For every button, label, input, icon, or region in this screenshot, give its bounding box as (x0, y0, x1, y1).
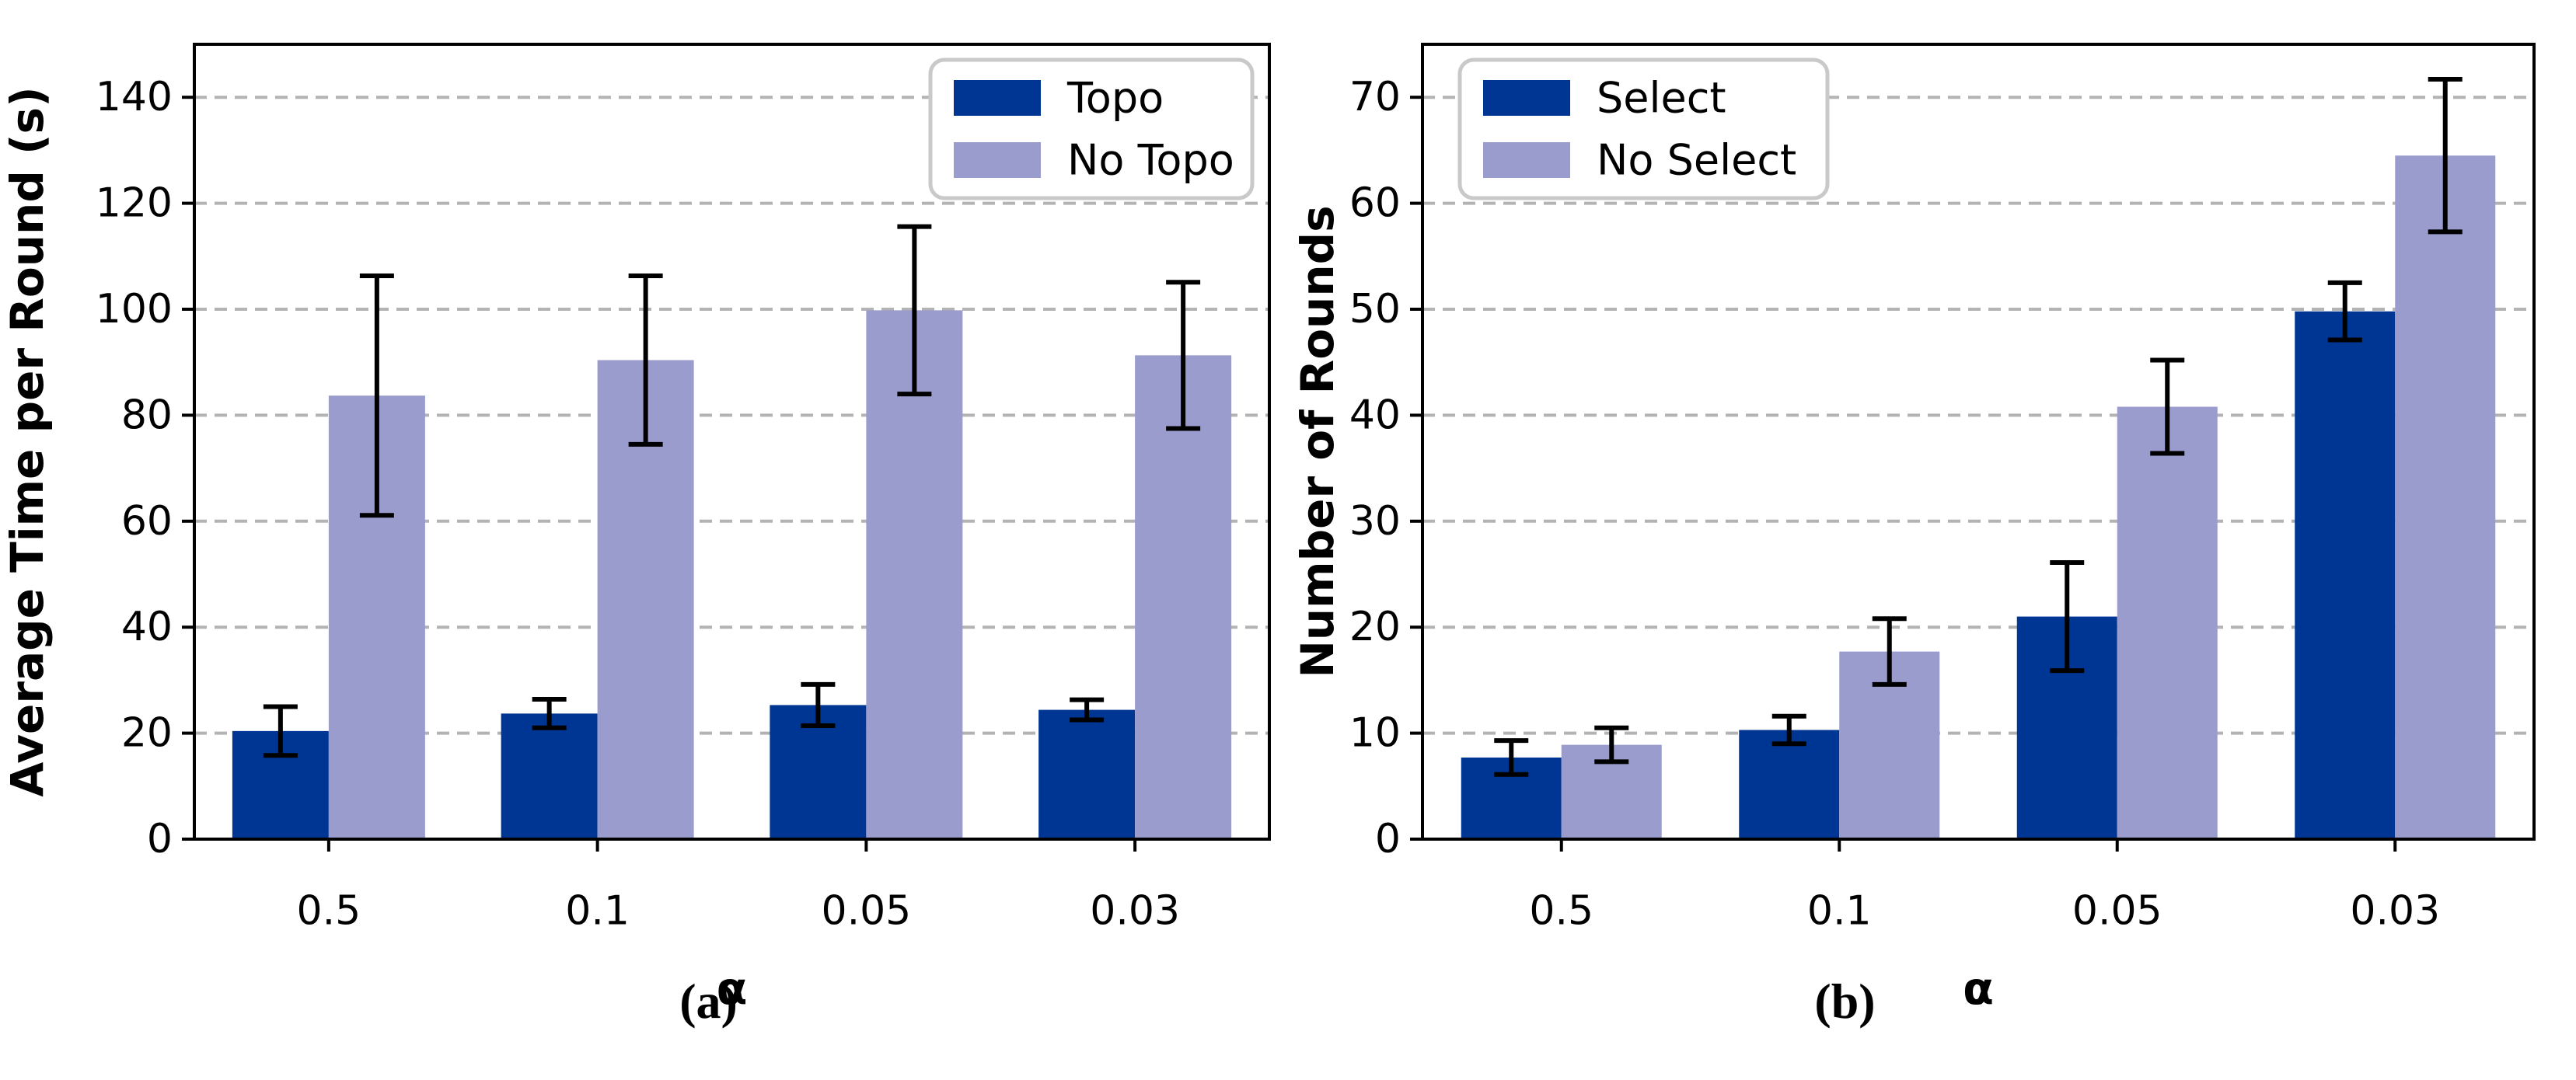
y-tick-label: 100 (96, 286, 173, 333)
y-axis-label: Average Time per Round (s) (1, 86, 54, 796)
error-bar-select-0.5 (1494, 738, 1529, 777)
legend-swatch-no-topo (954, 142, 1041, 178)
error-bar-topo-0.1 (532, 696, 567, 730)
bar-no-select-0.05 (2117, 406, 2218, 839)
error-bar-select-0.05 (2050, 559, 2085, 674)
x-tick-label: 0.1 (565, 888, 630, 935)
error-bar-no-topo-0.05 (897, 224, 932, 397)
y-tick-label: 40 (1349, 392, 1401, 438)
x-tick-label: 0.5 (297, 888, 361, 935)
x-axis-label: α (1963, 962, 1994, 1015)
error-bar-no-topo-0.1 (628, 273, 663, 447)
y-axis-label: Number of Rounds (1291, 205, 1344, 678)
caption-b: (b) (1814, 974, 1876, 1029)
y-tick-label: 60 (121, 498, 173, 545)
error-bar-no-topo-0.03 (1166, 280, 1201, 431)
x-tick-label: 0.03 (2350, 888, 2440, 935)
legend: Topo No Topo (928, 57, 1255, 200)
bar-topo-0.1 (501, 713, 598, 839)
bar-select-0.03 (2295, 311, 2396, 839)
error-bar-no-select-0.5 (1594, 725, 1629, 765)
legend: Select No Select (1457, 57, 1830, 200)
chart-svg: 0 10 20 30 40 50 60 70 0.5 0.1 0.05 0.03 Number of R… (1291, 43, 2536, 1015)
x-tick-label: 0.5 (1529, 888, 1593, 935)
y-tick-label: 40 (121, 604, 173, 650)
chart-panel-b: 0 10 20 30 40 50 60 70 0.5 0.1 0.05 0.03 Number of R… (1288, 0, 2576, 1080)
y-tick-label: 70 (1349, 74, 1401, 120)
legend-label-topo: Topo (1066, 74, 1164, 123)
y-tick-label: 50 (1349, 286, 1401, 333)
error-bar-topo-0.5 (263, 704, 298, 758)
x-tick-label: 0.05 (2072, 888, 2162, 935)
bar-select-0.1 (1739, 730, 1840, 839)
error-bar-topo-0.05 (801, 681, 836, 729)
y-tick-label: 20 (1349, 604, 1401, 650)
legend-swatch-topo (954, 80, 1041, 116)
bar-no-select-0.03 (2395, 155, 2496, 840)
y-tick-label: 0 (1375, 816, 1401, 862)
bar-no-topo-0.03 (1135, 355, 1232, 840)
error-bar-no-topo-0.5 (359, 273, 394, 518)
x-tick-label: 0.05 (821, 888, 911, 935)
y-tick-label: 0 (147, 816, 173, 862)
bar-topo-0.03 (1038, 709, 1136, 839)
legend-swatch-select (1483, 80, 1570, 116)
error-bar-no-select-0.03 (2428, 77, 2463, 235)
x-tick-label: 0.03 (1090, 888, 1180, 935)
legend-label-no-topo: No Topo (1067, 136, 1234, 185)
error-bar-select-0.03 (2327, 280, 2362, 343)
x-axis-label: α (717, 962, 748, 1015)
legend-label-no-select: No Select (1597, 136, 1796, 185)
x-tick-label: 0.1 (1807, 888, 1872, 935)
y-tick-label: 140 (96, 74, 173, 120)
error-bar-no-select-0.05 (2150, 357, 2185, 456)
y-tick-label: 80 (121, 392, 173, 438)
y-tick-label: 20 (121, 710, 173, 757)
caption-a: (a) (679, 974, 738, 1029)
legend-label-select: Select (1597, 74, 1726, 123)
axes-spines (193, 43, 1271, 841)
error-bar-select-0.1 (1771, 713, 1806, 747)
y-tick-label: 10 (1349, 710, 1401, 757)
axes-spines (1421, 43, 2536, 841)
y-tick-label: 60 (1349, 180, 1401, 227)
error-bar-topo-0.03 (1070, 697, 1105, 723)
chart-panel-a: 0 20 40 60 80 100 120 140 0.5 0.1 0.05 0.03 Average … (1, 43, 1271, 1015)
chart-svg: 0 20 40 60 80 100 120 140 0.5 0.1 0.05 0.03 Average … (1, 43, 1271, 1015)
y-tick-label: 120 (96, 180, 173, 227)
error-bar-no-select-0.1 (1872, 616, 1907, 687)
legend-swatch-no-select (1483, 142, 1570, 178)
y-tick-label: 30 (1349, 498, 1401, 545)
bar-no-topo-0.05 (866, 310, 963, 839)
